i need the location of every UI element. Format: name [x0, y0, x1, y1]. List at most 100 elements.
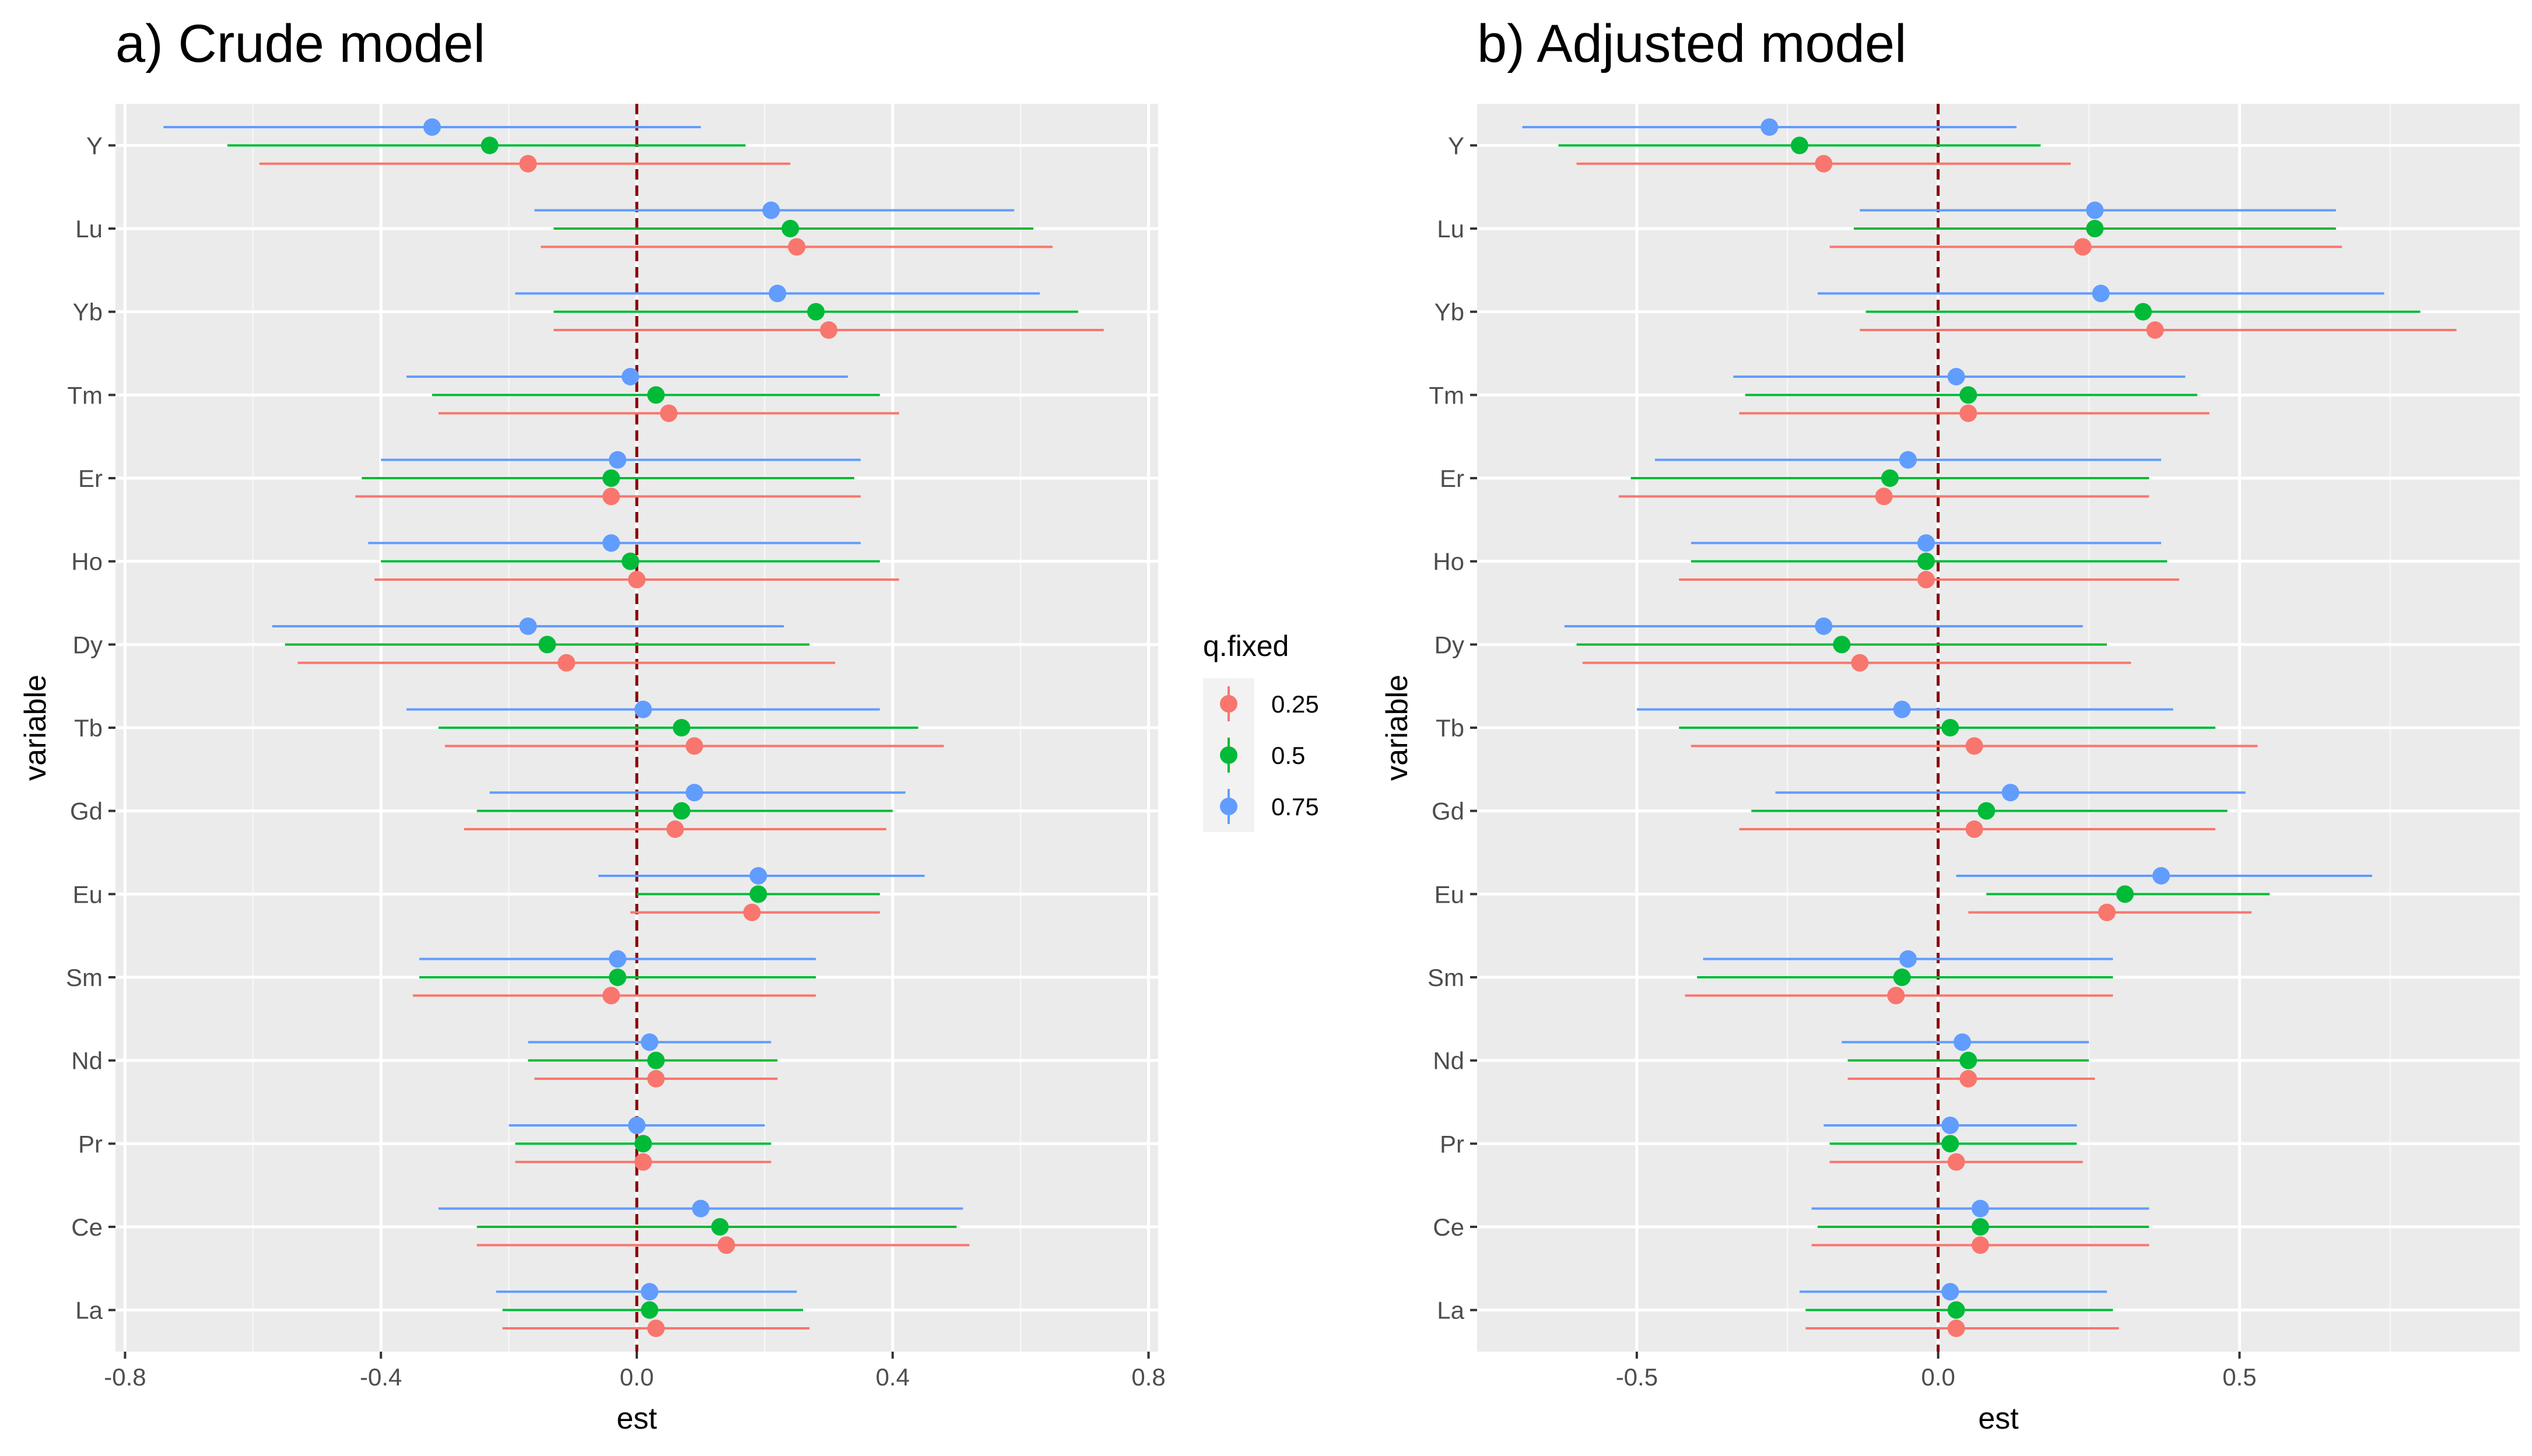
panel-b-x-tick-label: -0.5 — [1616, 1363, 1658, 1391]
panel-a-point-Ho-q0.75 — [602, 534, 620, 552]
panel-a-y-tick-label: Tb — [74, 714, 103, 742]
panel-a-point-Ce-q0.5 — [711, 1218, 729, 1236]
panel-a-point-Tm-q0.75 — [622, 367, 640, 385]
panel-b-point-Nd-q0.25 — [1959, 1070, 1977, 1088]
panel-b-y-tick-label: Lu — [1437, 215, 1464, 243]
legend-label: 0.25 — [1271, 690, 1319, 718]
panel-a-point-Pr-q0.25 — [634, 1153, 652, 1171]
panel-a-point-Tm-q0.25 — [660, 404, 678, 422]
panel-b-point-La-q0.25 — [1947, 1320, 1965, 1338]
panel-a-y-tick-label: Gd — [70, 798, 103, 825]
panel-b-point-Pr-q0.75 — [1941, 1116, 1959, 1134]
panel-a-point-Pr-q0.5 — [634, 1135, 652, 1153]
panel-b-y-axis: Y Lu Yb Tm Er Ho Dy Tb Gd Eu Sm Nd Pr Ce La — [1428, 132, 1477, 1324]
panel-a-point-La-q0.25 — [647, 1320, 665, 1338]
panel-b-point-La-q0.5 — [1947, 1301, 1965, 1319]
legend-key-point — [1220, 695, 1237, 713]
panel-b-y-axis-label: variable — [1380, 675, 1414, 781]
panel-b-point-Gd-q0.75 — [2001, 784, 2019, 802]
panel-b-point-Nd-q0.75 — [1953, 1033, 1971, 1051]
panel-a-x-axis-label: est — [616, 1402, 657, 1436]
panel-a-point-La-q0.75 — [640, 1283, 658, 1301]
panel-b-point-Dy-q0.75 — [1815, 617, 1833, 635]
panel-a-x-tick-label: -0.4 — [360, 1363, 402, 1391]
legend-label: 0.75 — [1271, 793, 1319, 820]
panel-a-y-tick-label: Tm — [67, 381, 103, 409]
panel-a-estimates — [163, 118, 1104, 1338]
panel-a-y-tick-label: La — [75, 1297, 103, 1324]
panel-a-title: a) Crude model — [115, 14, 485, 73]
legend-items: 0.25 0.5 0.75 — [1220, 686, 1319, 824]
legend-title: q.fixed — [1203, 630, 1289, 662]
panel-b-point-Tm-q0.5 — [1959, 386, 1977, 404]
panel-b-y-tick-label: Nd — [1433, 1047, 1464, 1075]
panel-b-point-Gd-q0.5 — [1977, 802, 1996, 820]
panel-b-y-tick-label: Tb — [1436, 714, 1464, 742]
legend-key-point — [1220, 746, 1237, 764]
panel-a-point-Ho-q0.5 — [622, 552, 640, 570]
panel-b-y-tick-label: Eu — [1435, 880, 1464, 908]
panel-b-x-tick-label: 0.5 — [2222, 1363, 2256, 1391]
panel-a-point-Er-q0.5 — [602, 469, 620, 487]
panel-a-point-Ho-q0.25 — [628, 571, 646, 589]
panel-a-y-tick-label: Eu — [73, 880, 103, 908]
panel-a-point-La-q0.5 — [640, 1301, 658, 1319]
panel-b-point-Er-q0.75 — [1899, 451, 1917, 469]
panel-a-point-Gd-q0.5 — [672, 802, 690, 820]
panel-a-x-tick-label: 0.0 — [620, 1363, 654, 1391]
panel-b-y-tick-label: Gd — [1432, 798, 1464, 825]
panel-b-point-Er-q0.5 — [1881, 469, 1899, 487]
panel-b-y-tick-label: Sm — [1428, 964, 1464, 991]
panel-b-point-Yb-q0.25 — [2146, 321, 2164, 339]
panel-b-point-Eu-q0.25 — [2098, 903, 2116, 921]
panel-b-x-axis: -0.5 0.0 0.5 — [1616, 1352, 2257, 1391]
panel-b-point-Dy-q0.25 — [1851, 654, 1869, 672]
panel-a-point-Tb-q0.5 — [672, 719, 690, 736]
panel-a-point-Nd-q0.5 — [647, 1051, 665, 1069]
panel-b-point-Er-q0.25 — [1875, 487, 1893, 506]
panel-a-y-tick-label: Dy — [73, 631, 103, 658]
panel-a-y-axis: Y Lu Yb Tm Er Ho Dy Tb Gd Eu Sm Nd Pr Ce La — [66, 132, 115, 1324]
panel-a-y-tick-label: Ho — [71, 548, 103, 576]
panel-a-y-tick-label: Pr — [78, 1130, 103, 1157]
panel-b-y-tick-label: Ho — [1433, 548, 1464, 576]
panel-a-point-Nd-q0.25 — [647, 1070, 665, 1088]
panel-b-estimates — [1522, 118, 2457, 1338]
panel-b-y-tick-label: Yb — [1435, 299, 1464, 326]
panel-b-point-Tb-q0.5 — [1941, 719, 1959, 736]
legend: q.fixed 0.25 0.5 0.75 — [1203, 630, 1319, 832]
panel-a-x-tick-label: 0.4 — [876, 1363, 910, 1391]
panel-b-y-tick-label: Ce — [1433, 1213, 1464, 1241]
panel-b-point-Ho-q0.25 — [1917, 571, 1935, 589]
panel-b-x-tick-label: 0.0 — [1921, 1363, 1955, 1391]
panel-a-point-Eu-q0.5 — [749, 885, 767, 903]
panel-b-point-Ho-q0.5 — [1917, 552, 1935, 570]
panel-b-y-tick-label: Pr — [1440, 1130, 1464, 1157]
panel-a-point-Dy-q0.75 — [519, 617, 537, 635]
legend-label: 0.5 — [1271, 742, 1305, 769]
panel-a-point-Er-q0.25 — [602, 487, 620, 506]
panel-b-point-Sm-q0.75 — [1899, 950, 1917, 968]
panel-a-point-Gd-q0.25 — [666, 820, 684, 838]
panel-a-point-Dy-q0.5 — [538, 636, 556, 654]
panel-b-point-Sm-q0.5 — [1893, 969, 1911, 986]
panel-a-point-Lu-q0.75 — [762, 201, 780, 219]
panel-b-title: b) Adjusted model — [1477, 14, 1906, 73]
panel-a-y-tick-label: Er — [78, 465, 103, 492]
panel-a-point-Er-q0.75 — [609, 451, 627, 469]
panel-a-point-Tb-q0.75 — [634, 700, 652, 718]
panel-b-point-Pr-q0.25 — [1947, 1153, 1965, 1171]
panel-a-point-Dy-q0.25 — [557, 654, 576, 672]
panel-b-y-tick-label: Dy — [1435, 631, 1464, 658]
panel-b-y-tick-label: La — [1437, 1297, 1464, 1324]
panel-a-point-Yb-q0.25 — [820, 321, 838, 339]
panel-b-point-Lu-q0.5 — [2086, 220, 2104, 237]
panel-a-x-tick-label: 0.8 — [1131, 1363, 1165, 1391]
panel-b-point-Dy-q0.5 — [1833, 636, 1851, 654]
panel-a-y-tick-label: Y — [86, 132, 103, 159]
panel-a-point-Eu-q0.75 — [749, 866, 767, 885]
panel-b-y-tick-label: Y — [1448, 132, 1464, 159]
panel-a-x-tick-label: -0.8 — [104, 1363, 146, 1391]
panel-b-point-Tm-q0.75 — [1947, 367, 1965, 385]
